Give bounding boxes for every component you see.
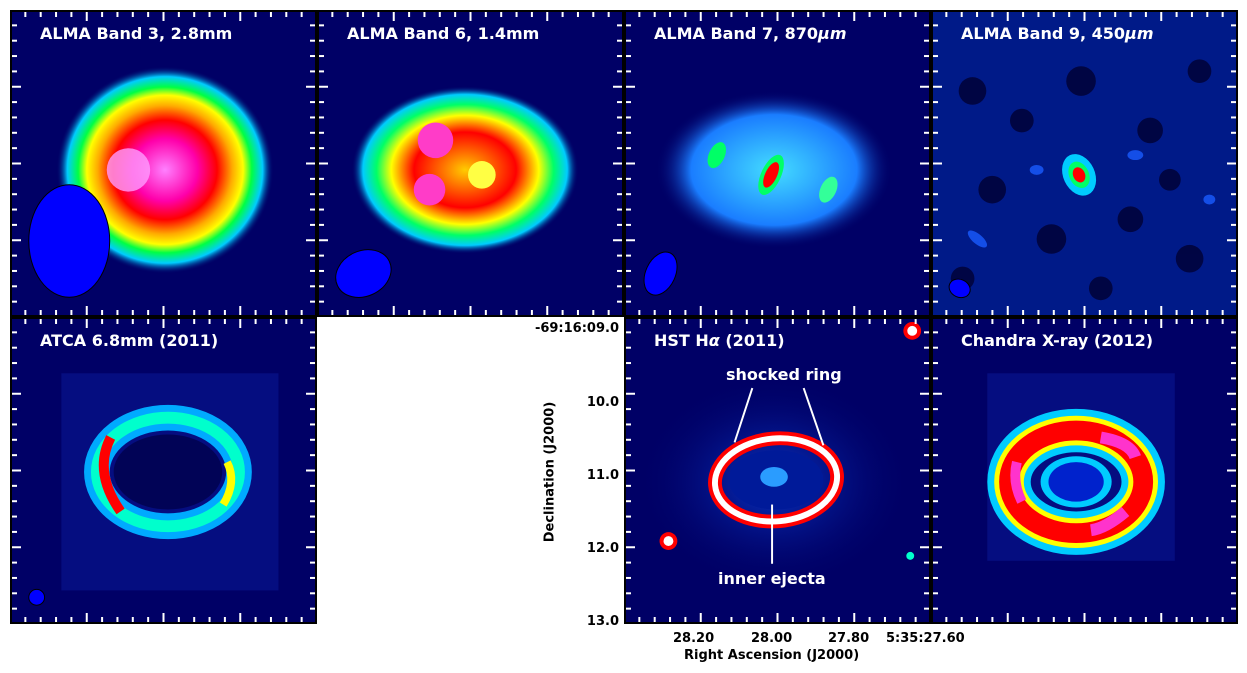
panel-atca: ATCA 6.8mm (2011) <box>10 317 317 624</box>
chandra-image <box>933 319 1236 622</box>
panel-alma-band6: ALMA Band 6, 1.4mm <box>317 10 624 317</box>
x-tick-label: 5:35:27.60 <box>886 631 965 646</box>
band6-image <box>319 12 622 315</box>
band9-image <box>933 12 1236 315</box>
x-tick-label: 27.80 <box>828 631 870 646</box>
panel-title: ALMA Band 9, 450μm <box>961 24 1154 43</box>
panel-alma-band9: ALMA Band 9, 450μm <box>931 10 1238 317</box>
panel-title: ALMA Band 7, 870μm <box>654 24 847 43</box>
beam-ellipse <box>28 588 46 606</box>
panel-alma-band7: ALMA Band 7, 870μm <box>624 10 931 317</box>
y-tick-label: 11.0 <box>586 468 619 483</box>
panel-title: Chandra X-ray (2012) <box>961 331 1154 350</box>
beam-ellipse <box>28 184 111 298</box>
y-axis-title: Declination (J2000) <box>542 401 558 543</box>
band7-image <box>626 12 929 315</box>
panel-title: HST Hα (2011) <box>654 331 785 350</box>
panel-chandra: Chandra X-ray (2012) <box>931 317 1238 624</box>
y-tick-label: 12.0 <box>586 541 619 556</box>
band3-image <box>12 12 315 315</box>
annotation-inner-ejecta: inner ejecta <box>718 569 826 588</box>
panel-title: ALMA Band 6, 1.4mm <box>347 24 540 43</box>
x-tick-label: 28.20 <box>673 631 715 646</box>
atca-image <box>12 319 315 622</box>
panel-alma-band3: ALMA Band 3, 2.8mm <box>10 10 317 317</box>
beam-ellipse <box>643 251 678 296</box>
hst-image <box>626 319 929 622</box>
y-tick-label: 13.0 <box>586 614 619 629</box>
panel-title: ATCA 6.8mm (2011) <box>40 331 219 350</box>
y-tick-label: 10.0 <box>586 395 619 410</box>
beam-ellipse <box>335 249 392 298</box>
x-tick-label: 28.00 <box>751 631 793 646</box>
beam-ellipse <box>948 278 971 299</box>
panel-title: ALMA Band 3, 2.8mm <box>40 24 233 43</box>
annotation-shocked-ring: shocked ring <box>726 365 842 384</box>
y-tick-label: -69:16:09.0 <box>534 321 619 336</box>
x-axis-title: Right Ascension (J2000) <box>684 648 860 663</box>
panel-hst: HST Hα (2011) shocked ring inner ejecta <box>624 317 931 624</box>
